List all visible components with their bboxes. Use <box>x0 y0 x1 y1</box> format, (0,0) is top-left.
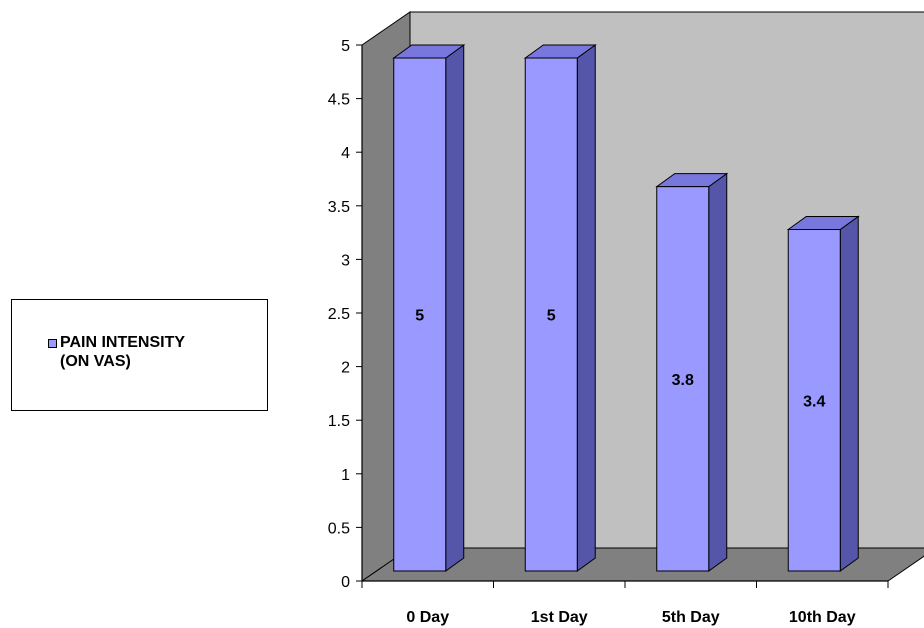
x-category-label: 1st Day <box>531 609 588 626</box>
y-tick-label: 4.5 <box>328 92 350 109</box>
bar-data-label: 3.4 <box>803 393 825 410</box>
y-tick-label: 4 <box>341 145 350 162</box>
bar <box>524 57 578 572</box>
y-tick-label: 2.5 <box>328 306 350 323</box>
bar <box>656 186 710 572</box>
bar-data-label: 3.8 <box>672 372 694 389</box>
y-tick-label: 0 <box>341 574 350 591</box>
bar-side <box>576 44 596 572</box>
bar-side <box>708 172 728 572</box>
bar <box>787 229 841 572</box>
legend-swatch-pain-intensity <box>48 339 57 348</box>
x-category-label: 0 Day <box>406 609 449 626</box>
y-tick-label: 0.5 <box>328 520 350 537</box>
y-tick-label: 3 <box>341 252 350 269</box>
y-tick-label: 5 <box>341 38 350 55</box>
legend: PAIN INTENSITY (ON VAS) <box>11 299 268 411</box>
y-tick-label: 1.5 <box>328 413 350 430</box>
legend-label-pain-intensity: PAIN INTENSITY (ON VAS) <box>60 334 186 370</box>
x-category-label: 5th Day <box>662 609 720 626</box>
bar-data-label: 5 <box>547 308 556 325</box>
bar-data-label: 5 <box>415 308 424 325</box>
y-tick-label: 3.5 <box>328 199 350 216</box>
y-tick-label: 2 <box>341 360 350 377</box>
x-category-label: 10th Day <box>789 609 856 626</box>
y-tick-label: 1 <box>341 467 350 484</box>
bar-side <box>445 44 465 572</box>
bar-side <box>839 215 859 572</box>
bar <box>393 57 447 572</box>
